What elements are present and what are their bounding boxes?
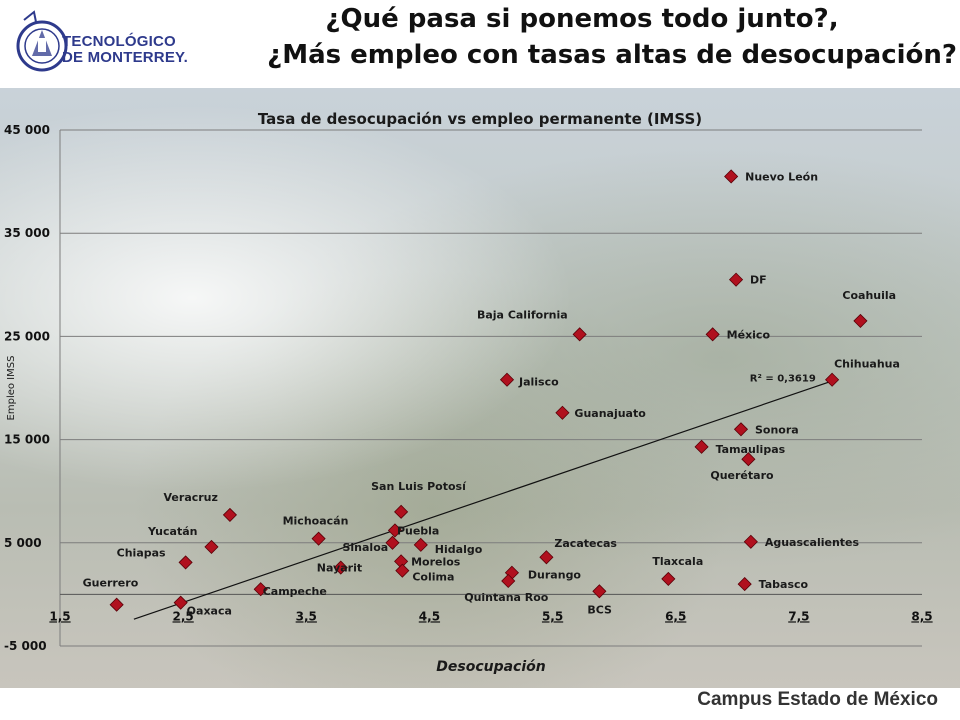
x-tick-label: 8,5: [911, 609, 932, 623]
r-squared-label: R² = 0,3619: [750, 374, 816, 385]
data-point-marker: [333, 560, 348, 575]
data-point-marker: [728, 272, 744, 287]
trendline: [133, 379, 836, 620]
y-tick-label: 35 000: [4, 226, 50, 240]
chart-title: Tasa de desocupación vs empleo permanent…: [258, 110, 702, 128]
header-bar: TECNOLÓGICO DE MONTERREY. ¿Qué pasa si p…: [0, 0, 960, 88]
data-point-marker: [385, 535, 400, 550]
data-point-marker: [592, 584, 607, 599]
x-tick-label: 2,5: [173, 609, 194, 623]
data-point-label: Jalisco: [518, 376, 559, 389]
data-point-marker: [737, 577, 752, 592]
data-point-label: Tabasco: [759, 578, 809, 591]
data-point-label: Hidalgo: [435, 543, 483, 556]
y-tick-label: -5 000: [4, 639, 47, 653]
data-point-marker: [555, 405, 570, 420]
data-point-label: Morelos: [411, 555, 461, 568]
data-points: [109, 169, 868, 612]
data-point-label: Puebla: [397, 524, 439, 537]
trendline-group: [133, 379, 836, 620]
tec-de-monterrey-logo: [16, 10, 68, 72]
data-point-marker: [661, 571, 676, 586]
x-axis-label: Desocupación: [436, 659, 546, 675]
data-point-label: Quintana Roo: [464, 591, 549, 604]
data-point-label: Guanajuato: [574, 407, 646, 420]
logo-wordmark-line1: TECNOLÓGICO: [62, 33, 176, 50]
y-tick-label: 5 000: [4, 536, 42, 550]
data-point-label: Michoacán: [283, 515, 349, 528]
scatter-chart: Tasa de desocupación vs empleo permanent…: [4, 110, 933, 675]
data-point-label: BCS: [587, 603, 612, 616]
data-point-label: San Luis Potosí: [371, 480, 467, 493]
logo-wordmark-line2: DE MONTERREY.: [62, 49, 188, 66]
data-point-label: Zacatecas: [554, 537, 617, 550]
data-point-marker: [743, 534, 758, 549]
logo-wordmark: TECNOLÓGICO DE MONTERREY.: [62, 34, 188, 66]
data-point-marker: [394, 504, 409, 519]
campus-name: Campus Estado de México: [697, 689, 938, 710]
data-point-label: Querétaro: [710, 469, 774, 482]
data-point-marker: [733, 422, 749, 437]
data-point-marker: [222, 507, 238, 523]
data-point-label: Durango: [528, 569, 582, 582]
footer-bar: Campus Estado de México: [0, 688, 960, 720]
data-point-label: México: [727, 328, 771, 341]
data-point-marker: [539, 550, 554, 565]
data-point-marker: [109, 597, 124, 612]
y-tick-label: 25 000: [4, 329, 50, 343]
slide-title-line2: ¿Más empleo con tasas altas de desocupac…: [267, 40, 957, 70]
data-point-label: DF: [750, 274, 767, 287]
data-point-label: Guerrero: [83, 577, 139, 590]
data-point-marker: [825, 372, 840, 387]
data-point-marker: [499, 372, 515, 387]
data-point-marker: [178, 555, 193, 570]
slide-title-line1: ¿Qué pasa si ponemos todo junto?,: [325, 4, 839, 34]
campus-background-photo: [0, 88, 960, 688]
y-tick-label: 15 000: [4, 433, 50, 447]
data-point-label: Baja California: [477, 308, 568, 321]
data-point-marker: [204, 539, 219, 554]
y-tick-labels: 45 000 35 000 25 000 15 000 5 000 -5 000: [4, 123, 50, 653]
data-point-label: Nuevo León: [745, 170, 818, 183]
data-point-marker: [741, 452, 756, 467]
data-point-marker: [311, 531, 326, 546]
x-tick-label: 4,5: [419, 609, 440, 623]
data-point-label: Tlaxcala: [652, 555, 703, 568]
x-tick-label: 3,5: [296, 609, 317, 623]
data-point-marker: [705, 327, 720, 342]
y-tick-label: 45 000: [4, 123, 50, 137]
data-point-marker: [253, 582, 268, 597]
point-labels: Nuevo León DF Coahuila Baja California Méxic…: [83, 170, 900, 617]
data-point-label: Veracruz: [164, 491, 218, 504]
x-tick-label: 5,5: [542, 609, 563, 623]
x-tick-labels: 1,5 2,5 3,5 4,5 5,5 6,5 7,5 8,5: [49, 609, 932, 623]
x-tick-label: 7,5: [788, 609, 809, 623]
data-point-label: Oaxaca: [187, 605, 232, 618]
data-point-marker: [724, 169, 739, 184]
data-point-marker: [413, 537, 428, 552]
data-point-marker: [694, 439, 709, 454]
data-point-label: Coahuila: [842, 289, 896, 302]
gridlines: [59, 129, 922, 647]
data-point-marker: [501, 573, 516, 589]
data-point-label: Yucatán: [147, 525, 197, 538]
data-point-label: Tamaulipas: [716, 443, 786, 456]
data-point-label: Chiapas: [117, 546, 166, 559]
y-axis-label: Empleo IMSS: [6, 356, 17, 421]
data-point-marker: [387, 523, 403, 538]
data-point-label: Nayarit: [317, 562, 362, 575]
data-point-label: Colima: [412, 571, 454, 584]
data-point-label: Aguascalientes: [765, 536, 860, 549]
data-point-marker: [853, 313, 868, 328]
data-point-label: Sinaloa: [342, 541, 388, 554]
data-point-label: Campeche: [263, 585, 327, 598]
data-point-marker: [395, 563, 410, 578]
x-tick-label: 6,5: [665, 609, 686, 623]
data-point-marker: [572, 327, 587, 342]
data-point-marker: [173, 595, 188, 610]
data-point-label: Sonora: [755, 423, 799, 436]
data-point-label: Chihuahua: [834, 358, 900, 371]
x-tick-label: 1,5: [49, 609, 70, 623]
